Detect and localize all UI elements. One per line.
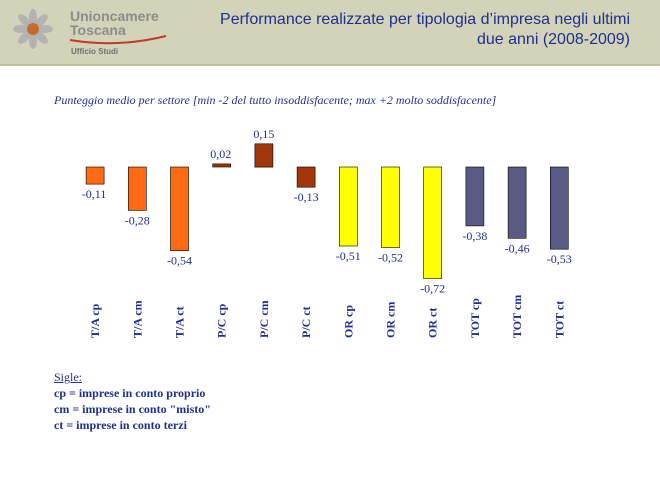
header-bar: Unioncamere Toscana Ufficio Studi Perfor… xyxy=(0,0,660,66)
data-label: 0,15 xyxy=(253,127,274,141)
category-label: T/A cm xyxy=(130,300,144,338)
data-label: -0,52 xyxy=(378,251,403,265)
legend-item-ct: ct = imprese in conto terzi xyxy=(54,418,187,432)
chart-title: Punteggio medio per settore [min -2 del … xyxy=(53,93,497,107)
legend-item-cp: cp = imprese in conto proprio xyxy=(54,386,206,400)
data-label: -0,72 xyxy=(420,282,445,296)
category-label: T/A ct xyxy=(173,306,187,338)
bar-t-a-cm xyxy=(128,166,147,211)
bar-tot-cm xyxy=(507,166,527,239)
category-label: TOT cm xyxy=(510,295,524,338)
legend-title: Sigle: xyxy=(54,370,83,384)
bar-or-ct xyxy=(423,166,443,279)
data-label: -0,53 xyxy=(547,252,572,266)
category-label: P/C cp xyxy=(215,303,229,338)
data-label: -0,13 xyxy=(294,190,319,204)
data-label: -0,28 xyxy=(125,213,150,227)
legend: Sigle: cp = imprese in conto proprio cm … xyxy=(54,369,211,433)
page-title: Performance realizzate per tipologia d’i… xyxy=(220,11,630,48)
category-label: P/C ct xyxy=(299,306,313,338)
bar-chart: Punteggio medio per settore [min -2 del … xyxy=(53,93,572,338)
legend-item-cm: cm = imprese in conto "misto" xyxy=(54,402,211,416)
bar-p-c-ct xyxy=(296,166,316,188)
swoosh-decoration xyxy=(69,35,167,45)
bar-or-cm xyxy=(381,166,400,248)
data-label: -0,54 xyxy=(167,254,192,268)
bar-p-c-cm xyxy=(254,143,274,168)
category-label: T/A cp xyxy=(88,303,102,338)
bar-t-a-ct xyxy=(170,166,189,251)
data-label: -0,51 xyxy=(336,249,361,263)
data-label: -0,38 xyxy=(462,229,487,243)
data-label: 0,02 xyxy=(210,147,231,161)
bar-or-cp xyxy=(338,166,358,247)
bar-t-a-cp xyxy=(85,166,105,185)
category-label: P/C cm xyxy=(257,300,271,338)
org-name: Unioncamere Toscana xyxy=(70,8,159,38)
bar-tot-cp xyxy=(465,166,485,227)
category-label: TOT ct xyxy=(552,301,566,338)
bar-p-c-cp xyxy=(212,163,231,168)
category-label: OR ct xyxy=(426,308,440,338)
data-label: -0,11 xyxy=(82,187,107,201)
unioncamere-logo-icon xyxy=(13,9,53,49)
bar-tot-ct xyxy=(549,166,569,250)
category-label: OR cm xyxy=(384,302,398,338)
org-subtitle: Ufficio Studi xyxy=(71,47,119,56)
category-label: TOT cp xyxy=(468,298,482,338)
category-label: OR cp xyxy=(341,305,355,338)
data-label: -0,46 xyxy=(505,241,530,255)
